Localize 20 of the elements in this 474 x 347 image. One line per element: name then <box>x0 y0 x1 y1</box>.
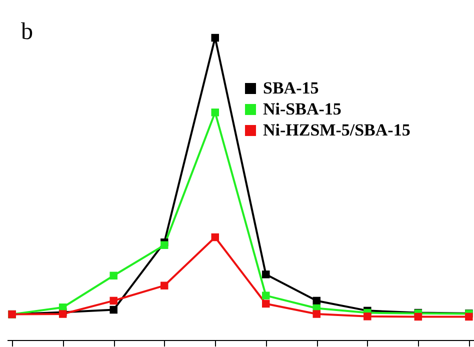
legend-label: SBA-15 <box>263 78 319 98</box>
point <box>262 270 270 278</box>
point <box>312 296 321 305</box>
point <box>110 306 118 314</box>
legend-label: Ni-SBA-15 <box>263 100 342 118</box>
point <box>414 312 422 321</box>
point <box>262 292 270 300</box>
point <box>160 282 168 290</box>
point <box>160 241 168 249</box>
point <box>211 34 219 42</box>
point <box>364 312 372 320</box>
point <box>312 310 321 318</box>
point <box>211 233 219 242</box>
annotation: b <box>21 19 33 45</box>
point <box>110 272 118 280</box>
point <box>465 312 473 321</box>
point <box>211 108 219 116</box>
point <box>262 300 270 308</box>
legend-label: Ni-HZSM-5/SBA-15 <box>263 120 410 140</box>
point <box>110 296 118 305</box>
